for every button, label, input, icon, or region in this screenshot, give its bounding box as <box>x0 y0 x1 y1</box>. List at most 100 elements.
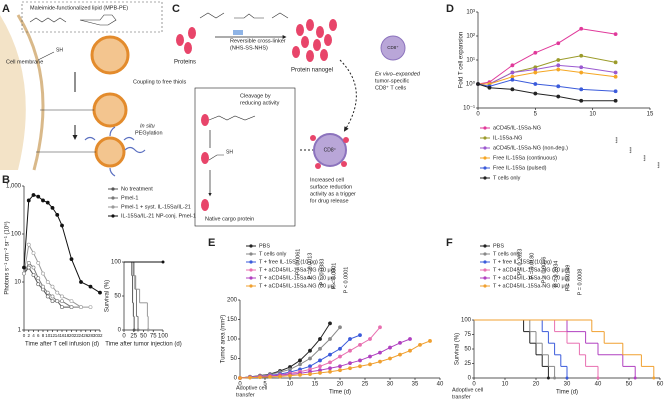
point <box>613 32 618 36</box>
x-tick-label: 50 <box>626 382 633 388</box>
x-tick-label: 0 <box>122 334 126 340</box>
point <box>533 91 538 96</box>
label: Protein nanogel <box>291 68 333 74</box>
panel-letter: E <box>208 237 215 249</box>
annotation: P < 0.0001 <box>331 263 337 290</box>
inset-box <box>194 87 296 227</box>
legend-marker <box>111 205 115 209</box>
x-tick-label: 10 <box>45 333 51 338</box>
x-tick-label: 2 <box>27 333 30 338</box>
x-tick-label: 40 <box>437 382 444 388</box>
annotation: P = 0.0061 <box>295 249 301 276</box>
point <box>69 305 74 309</box>
point <box>348 361 352 366</box>
x-axis-label: Time after tumor injection (d) <box>105 342 181 348</box>
legend-label: PBS <box>493 243 504 249</box>
point <box>328 352 332 357</box>
x-tick-label: 40 <box>595 382 602 388</box>
legend-marker <box>483 146 487 150</box>
legend-label: Pmel-1 <box>121 195 138 201</box>
point <box>26 242 31 247</box>
point <box>45 280 50 284</box>
legend-marker <box>483 156 487 160</box>
annotation: *** <box>629 146 635 153</box>
point <box>26 198 31 203</box>
legend-marker <box>111 196 115 200</box>
point <box>487 85 492 90</box>
point <box>31 193 36 197</box>
point <box>79 280 83 284</box>
y-tick-label: 10⁰ <box>466 81 476 88</box>
legend-marker <box>111 187 115 191</box>
point <box>318 337 322 341</box>
y-tick-label: 50 <box>114 294 121 300</box>
point <box>613 70 618 75</box>
point <box>69 257 74 261</box>
legend-marker <box>111 214 115 218</box>
label: CD8⁺ T cells <box>375 84 406 91</box>
point <box>36 260 41 265</box>
x-tick-label: 35 <box>412 382 419 388</box>
x-tick-label: 0 <box>472 382 476 388</box>
point <box>388 345 392 350</box>
proteins <box>176 27 196 54</box>
x-tick-label: 28 <box>88 333 94 338</box>
point <box>338 354 342 359</box>
survival-end <box>553 376 557 380</box>
y-tick-label: 100 <box>461 318 472 324</box>
y-tick-label: 1 <box>18 328 22 334</box>
point <box>368 337 372 341</box>
point <box>268 374 272 379</box>
point <box>579 53 584 58</box>
point <box>510 87 515 92</box>
point <box>298 358 302 363</box>
point <box>50 205 55 210</box>
survival-end <box>596 376 600 380</box>
x-tick-label: 14 <box>55 333 61 338</box>
label: surface reduction <box>310 184 352 190</box>
x-tick-label: 30 <box>564 382 571 388</box>
point <box>579 87 584 92</box>
point <box>556 84 561 89</box>
y-tick-label: 10³ <box>466 10 475 16</box>
legend-marker <box>249 252 253 256</box>
point <box>510 70 515 75</box>
point <box>476 82 480 86</box>
annotation: P < 0.0001 <box>343 267 349 294</box>
point <box>22 265 26 270</box>
x-tick-label: 100 <box>158 334 169 340</box>
nanoparticle <box>92 92 128 128</box>
legend-marker <box>483 126 487 130</box>
annotation: Adoptive cell <box>236 385 267 391</box>
legend-marker <box>249 244 253 248</box>
legend-label: aCD45/IL-15Sa-NG (non-deg.) <box>493 145 568 151</box>
y-tick-label: 100 <box>11 232 22 238</box>
linker <box>37 51 55 61</box>
point <box>50 294 55 299</box>
survival-end <box>161 260 165 264</box>
point <box>318 346 322 351</box>
y-tick-label: 50 <box>464 347 471 353</box>
y-tick-label: 10¹ <box>466 58 475 64</box>
point <box>398 352 402 357</box>
label: CD8⁺ <box>387 45 399 50</box>
y-tick-label: 100 <box>227 337 238 343</box>
y-tick-label: 200 <box>227 298 238 304</box>
legend-label: IL-15Sa/IL-21 NP-conj. Pmel-1 <box>121 213 196 219</box>
series-line <box>23 266 72 308</box>
y-axis-label: Survival (%) <box>105 280 111 312</box>
membrane-edge <box>16 14 45 171</box>
x-tick-label: 10 <box>502 382 509 388</box>
label: Reversible cross-linker <box>230 38 286 44</box>
x-tick-label: 15 <box>312 382 319 388</box>
x-tick-label: 4 <box>32 333 35 338</box>
point <box>26 260 31 265</box>
point <box>408 348 412 353</box>
y-tick-label: 0 <box>468 376 472 382</box>
point <box>55 290 60 295</box>
point <box>22 271 26 276</box>
x-tick-label: 26 <box>83 333 89 338</box>
point <box>328 366 332 371</box>
